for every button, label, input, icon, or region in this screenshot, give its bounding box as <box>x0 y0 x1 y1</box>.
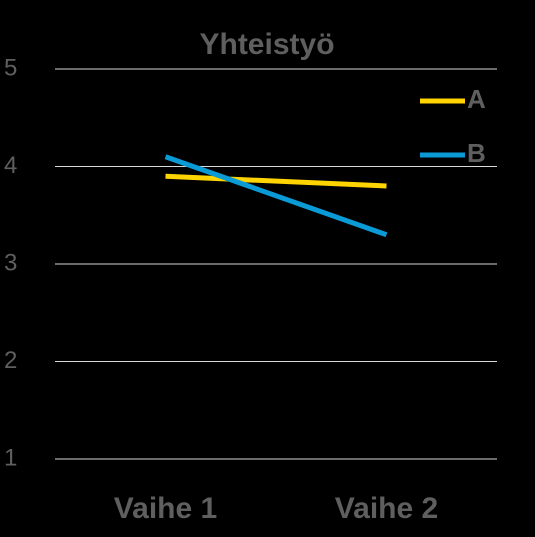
y-tick-label: 3 <box>4 249 17 276</box>
line-series <box>164 154 388 238</box>
y-tick-label: 1 <box>4 444 17 471</box>
x-tick-label: Vaihe 2 <box>335 492 438 525</box>
legend-label: A <box>467 84 486 114</box>
line-series <box>165 173 387 189</box>
chart-title: Yhteistyö <box>199 28 334 61</box>
x-tick-label: Vaihe 1 <box>114 492 217 525</box>
y-tick-label: 2 <box>4 347 17 374</box>
y-tick-label: 4 <box>4 152 17 179</box>
y-tick-label: 5 <box>4 54 17 81</box>
legend-label: B <box>467 138 486 168</box>
